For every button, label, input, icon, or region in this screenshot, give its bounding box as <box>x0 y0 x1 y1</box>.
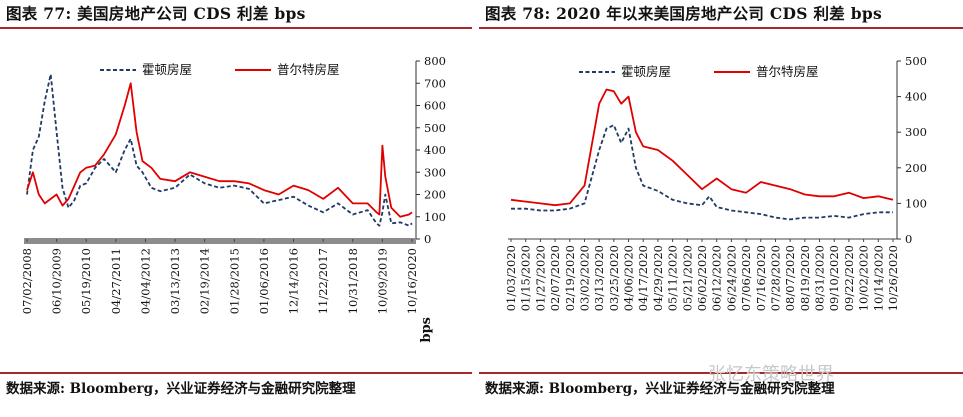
y-tick-label: 600 <box>424 99 446 113</box>
x-tick-label: 12/14/2016 <box>287 248 301 314</box>
x-tick-label: 03/25/2020 <box>607 245 621 311</box>
x-tick-label: 01/28/2015 <box>227 248 241 314</box>
y-tick-label: 100 <box>905 196 927 210</box>
y-tick-label: 100 <box>424 210 446 224</box>
x-tick-label: 04/29/2020 <box>651 245 665 311</box>
x-tick-label: 06/02/2020 <box>695 245 709 311</box>
x-tick-label: 02/07/2020 <box>548 245 562 311</box>
x-tick-label: 06/10/2009 <box>50 248 64 314</box>
x-axis-bar <box>24 238 416 244</box>
chart-panel-cds-2020: 图表 78: 2020 年以来美国房地产公司 CDS 利差 bps 0 100 20… <box>479 0 963 417</box>
chart-svg-left: 0 100 200 300 400 500 600 700 800 07/02/2008 06/10… <box>20 54 446 343</box>
y-tick-label: 200 <box>424 188 446 202</box>
x-tick-label: 05/19/2010 <box>79 248 93 314</box>
x-tick-label: 07/16/2020 <box>754 245 768 311</box>
x-tick-label: 01/06/2016 <box>257 248 271 314</box>
x-tick-label: 01/03/2020 <box>504 245 518 311</box>
x-tick-label: 11/22/2017 <box>316 248 330 314</box>
series-line-dhi <box>26 73 413 227</box>
legend-label: 普尔特房屋 <box>277 62 340 77</box>
x-tick-label: 10/09/2019 <box>375 248 389 314</box>
x-tick-label: 05/11/2020 <box>666 245 680 311</box>
x-tick-label: 01/15/2020 <box>519 245 533 311</box>
series-line-phm <box>510 88 894 207</box>
x-tick-label: 10/14/2020 <box>871 245 885 311</box>
x-tick-label: 07/02/2008 <box>20 248 34 314</box>
x-tick-label: 03/13/2020 <box>592 245 606 311</box>
x-tick-label: 09/10/2020 <box>827 245 841 311</box>
legend-label: 霍顿房屋 <box>621 64 671 79</box>
x-tick-label: 04/27/2011 <box>109 248 123 314</box>
y-tick-label: 300 <box>424 165 446 179</box>
x-tick-label: 05/21/2020 <box>680 245 694 311</box>
source-rule <box>0 372 472 374</box>
chart-svg-right: 0 100 200 300 400 500 01/03/2020 01/15/2020 01/2… <box>504 54 927 311</box>
x-tick-label: 08/07/2020 <box>783 245 797 311</box>
source-note: 数据来源: Bloomberg，兴业证券经济与金融研究院整理 <box>6 381 356 397</box>
chart-title: 图表 77: 美国房地产公司 CDS 利差 bps <box>6 4 306 23</box>
x-tick-label: 07/06/2020 <box>739 245 753 311</box>
y-tick-label: 300 <box>905 125 927 139</box>
x-tick-label: 08/31/2020 <box>813 245 827 311</box>
x-tick-label: 06/24/2020 <box>724 245 738 311</box>
source-note: 数据来源: Bloomberg，兴业证券经济与金融研究院整理 <box>485 381 835 397</box>
x-tick-label: 10/31/2018 <box>346 248 360 314</box>
y-tick-label: 0 <box>905 232 912 246</box>
legend-label: 霍顿房屋 <box>142 62 192 77</box>
chart-title: 图表 78: 2020 年以来美国房地产公司 CDS 利差 bps <box>485 4 883 23</box>
y-tick-label: 700 <box>424 76 446 90</box>
x-tick-label: 09/22/2020 <box>842 245 856 311</box>
y-unit-label: bps <box>419 317 434 343</box>
y-tick-label: 0 <box>424 232 431 246</box>
x-tick-label: 06/12/2020 <box>710 245 724 311</box>
y-tick-label: 200 <box>905 161 927 175</box>
x-tick-label: 04/06/2020 <box>622 245 636 311</box>
series-line-dhi <box>511 124 893 221</box>
x-tick-label: 04/04/2012 <box>138 248 152 314</box>
series-line-phm <box>26 82 413 218</box>
source-rule <box>479 372 963 374</box>
x-tick-label: 04/17/2020 <box>636 245 650 311</box>
y-tick-label: 800 <box>424 54 446 68</box>
title-rule <box>0 27 472 29</box>
legend-label: 普尔特房屋 <box>756 64 819 79</box>
x-tick-label: 08/19/2020 <box>798 245 812 311</box>
watermark-text: 张忆东策略世界 <box>708 364 834 385</box>
chart-panel-cds-2008-2020: 图表 77: 美国房地产公司 CDS 利差 bps 0 100 200 300 400 5… <box>0 0 472 417</box>
x-tick-label: 10/16/2020 <box>405 248 419 314</box>
y-tick-label: 500 <box>905 54 927 68</box>
title-rule <box>479 27 963 29</box>
x-tick-label: 07/28/2020 <box>768 245 782 311</box>
y-tick-label: 400 <box>424 143 446 157</box>
x-tick-label: 02/19/2020 <box>563 245 577 311</box>
x-tick-label: 10/02/2020 <box>857 245 871 311</box>
x-tick-label: 03/02/2020 <box>577 245 591 311</box>
x-tick-label: 03/13/2013 <box>168 248 182 314</box>
x-tick-label: 10/26/2020 <box>886 245 900 311</box>
y-tick-label: 500 <box>424 121 446 135</box>
x-tick-label: 02/19/2014 <box>198 248 212 314</box>
x-tick-label: 01/27/2020 <box>533 245 547 311</box>
y-tick-label: 400 <box>905 90 927 104</box>
